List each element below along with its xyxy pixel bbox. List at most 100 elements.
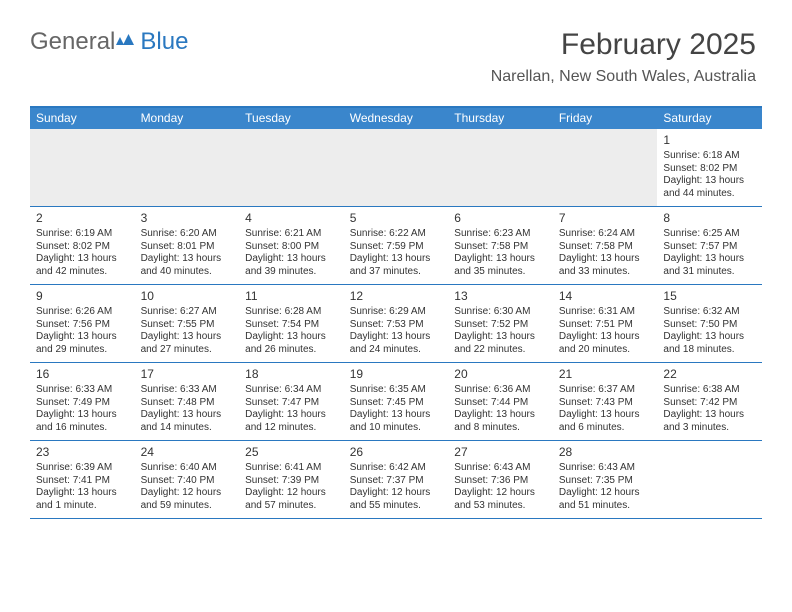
daylight-text: and 18 minutes. <box>663 344 756 357</box>
calendar-day: 23Sunrise: 6:39 AMSunset: 7:41 PMDayligh… <box>30 441 135 518</box>
calendar-day: 22Sunrise: 6:38 AMSunset: 7:42 PMDayligh… <box>657 363 762 440</box>
sunset-text: Sunset: 7:35 PM <box>559 475 652 488</box>
sunset-text: Sunset: 7:51 PM <box>559 319 652 332</box>
sunset-text: Sunset: 7:44 PM <box>454 397 547 410</box>
sunrise-text: Sunrise: 6:32 AM <box>663 306 756 319</box>
daylight-text: Daylight: 13 hours <box>245 253 338 266</box>
daylight-text: and 42 minutes. <box>36 266 129 279</box>
calendar-empty-cell <box>135 129 240 206</box>
calendar-day: 19Sunrise: 6:35 AMSunset: 7:45 PMDayligh… <box>344 363 449 440</box>
sunset-text: Sunset: 7:53 PM <box>350 319 443 332</box>
sunrise-text: Sunrise: 6:30 AM <box>454 306 547 319</box>
daylight-text: and 53 minutes. <box>454 500 547 513</box>
daylight-text: and 27 minutes. <box>141 344 234 357</box>
daylight-text: Daylight: 12 hours <box>141 487 234 500</box>
logo-chevron-icon <box>116 28 138 56</box>
sunset-text: Sunset: 7:55 PM <box>141 319 234 332</box>
daylight-text: and 51 minutes. <box>559 500 652 513</box>
sunrise-text: Sunrise: 6:36 AM <box>454 384 547 397</box>
day-number: 12 <box>350 289 443 304</box>
day-number: 25 <box>245 445 338 460</box>
calendar-empty-cell <box>344 129 449 206</box>
daylight-text: and 29 minutes. <box>36 344 129 357</box>
calendar-day: 15Sunrise: 6:32 AMSunset: 7:50 PMDayligh… <box>657 285 762 362</box>
calendar-day: 21Sunrise: 6:37 AMSunset: 7:43 PMDayligh… <box>553 363 658 440</box>
calendar-day: 9Sunrise: 6:26 AMSunset: 7:56 PMDaylight… <box>30 285 135 362</box>
daylight-text: and 8 minutes. <box>454 422 547 435</box>
calendar-day: 24Sunrise: 6:40 AMSunset: 7:40 PMDayligh… <box>135 441 240 518</box>
sunset-text: Sunset: 7:56 PM <box>36 319 129 332</box>
day-number: 11 <box>245 289 338 304</box>
sunrise-text: Sunrise: 6:19 AM <box>36 228 129 241</box>
daylight-text: Daylight: 13 hours <box>36 331 129 344</box>
daylight-text: Daylight: 12 hours <box>454 487 547 500</box>
sunrise-text: Sunrise: 6:26 AM <box>36 306 129 319</box>
daylight-text: and 12 minutes. <box>245 422 338 435</box>
calendar-week: 16Sunrise: 6:33 AMSunset: 7:49 PMDayligh… <box>30 363 762 441</box>
calendar-week: 9Sunrise: 6:26 AMSunset: 7:56 PMDaylight… <box>30 285 762 363</box>
sunrise-text: Sunrise: 6:34 AM <box>245 384 338 397</box>
sunrise-text: Sunrise: 6:38 AM <box>663 384 756 397</box>
day-header: Sunday <box>30 108 135 129</box>
calendar-day: 12Sunrise: 6:29 AMSunset: 7:53 PMDayligh… <box>344 285 449 362</box>
day-number: 19 <box>350 367 443 382</box>
sunset-text: Sunset: 8:02 PM <box>36 241 129 254</box>
day-header: Tuesday <box>239 108 344 129</box>
daylight-text: Daylight: 13 hours <box>663 331 756 344</box>
day-number: 28 <box>559 445 652 460</box>
daylight-text: and 33 minutes. <box>559 266 652 279</box>
sunrise-text: Sunrise: 6:31 AM <box>559 306 652 319</box>
calendar-day: 7Sunrise: 6:24 AMSunset: 7:58 PMDaylight… <box>553 207 658 284</box>
calendar-day: 14Sunrise: 6:31 AMSunset: 7:51 PMDayligh… <box>553 285 658 362</box>
sunrise-text: Sunrise: 6:33 AM <box>36 384 129 397</box>
daylight-text: Daylight: 13 hours <box>141 253 234 266</box>
sunrise-text: Sunrise: 6:22 AM <box>350 228 443 241</box>
day-number: 14 <box>559 289 652 304</box>
sunset-text: Sunset: 8:02 PM <box>663 163 756 176</box>
day-number: 3 <box>141 211 234 226</box>
sunset-text: Sunset: 7:40 PM <box>141 475 234 488</box>
daylight-text: and 1 minute. <box>36 500 129 513</box>
day-number: 8 <box>663 211 756 226</box>
sunset-text: Sunset: 8:01 PM <box>141 241 234 254</box>
daylight-text: and 26 minutes. <box>245 344 338 357</box>
daylight-text: Daylight: 13 hours <box>454 331 547 344</box>
sunrise-text: Sunrise: 6:24 AM <box>559 228 652 241</box>
sunrise-text: Sunrise: 6:28 AM <box>245 306 338 319</box>
daylight-text: and 55 minutes. <box>350 500 443 513</box>
calendar-day: 18Sunrise: 6:34 AMSunset: 7:47 PMDayligh… <box>239 363 344 440</box>
day-number: 7 <box>559 211 652 226</box>
calendar-day: 13Sunrise: 6:30 AMSunset: 7:52 PMDayligh… <box>448 285 553 362</box>
sunrise-text: Sunrise: 6:43 AM <box>559 462 652 475</box>
sunrise-text: Sunrise: 6:27 AM <box>141 306 234 319</box>
sunset-text: Sunset: 7:54 PM <box>245 319 338 332</box>
day-number: 27 <box>454 445 547 460</box>
daylight-text: Daylight: 13 hours <box>245 409 338 422</box>
calendar-day: 4Sunrise: 6:21 AMSunset: 8:00 PMDaylight… <box>239 207 344 284</box>
page-title: February 2025 <box>491 28 756 62</box>
day-number: 6 <box>454 211 547 226</box>
daylight-text: and 37 minutes. <box>350 266 443 279</box>
sunset-text: Sunset: 7:49 PM <box>36 397 129 410</box>
calendar-day: 17Sunrise: 6:33 AMSunset: 7:48 PMDayligh… <box>135 363 240 440</box>
location-label: Narellan, New South Wales, Australia <box>491 68 756 86</box>
calendar-day: 1Sunrise: 6:18 AMSunset: 8:02 PMDaylight… <box>657 129 762 206</box>
day-number: 1 <box>663 133 756 148</box>
sunrise-text: Sunrise: 6:42 AM <box>350 462 443 475</box>
calendar-day: 6Sunrise: 6:23 AMSunset: 7:58 PMDaylight… <box>448 207 553 284</box>
calendar: Sunday Monday Tuesday Wednesday Thursday… <box>30 106 762 519</box>
sunset-text: Sunset: 7:58 PM <box>559 241 652 254</box>
sunset-text: Sunset: 7:48 PM <box>141 397 234 410</box>
sunset-text: Sunset: 7:43 PM <box>559 397 652 410</box>
calendar-week: 2 Sunrise: 6:19 AMSunset: 8:02 PM Daylight… <box>30 207 762 285</box>
sunrise-text: Sunrise: 6:43 AM <box>454 462 547 475</box>
daylight-text: Daylight: 13 hours <box>245 331 338 344</box>
day-number: 2 <box>36 211 129 226</box>
calendar-empty-cell <box>553 129 658 206</box>
daylight-text: Daylight: 13 hours <box>36 409 129 422</box>
calendar-week: 23Sunrise: 6:39 AMSunset: 7:41 PMDayligh… <box>30 441 762 519</box>
sunset-text: Sunset: 7:59 PM <box>350 241 443 254</box>
day-number: 13 <box>454 289 547 304</box>
daylight-text: and 59 minutes. <box>141 500 234 513</box>
sunset-text: Sunset: 7:50 PM <box>663 319 756 332</box>
